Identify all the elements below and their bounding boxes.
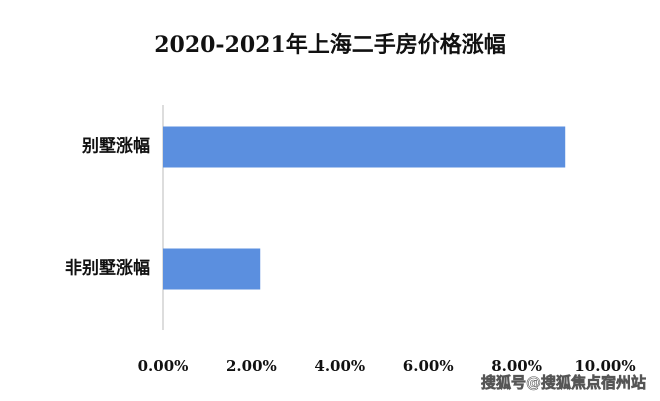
x-tick-label: 8.00% (491, 357, 542, 375)
x-tick-label: 0.00% (138, 357, 189, 375)
watermark: 搜狐号@搜狐焦点宿州站 (481, 374, 646, 392)
x-tick-label: 10.00% (574, 357, 635, 375)
chart-title: 2020-2021年上海二手房价格涨幅 (154, 32, 506, 58)
bar (163, 248, 261, 290)
x-tick-label: 6.00% (403, 357, 454, 375)
y-tick-label: 非别墅涨幅 (65, 258, 150, 279)
bar (163, 126, 566, 168)
x-tick-label: 4.00% (314, 357, 365, 375)
x-tick-label: 2.00% (226, 357, 277, 375)
y-tick-label: 别墅涨幅 (81, 136, 150, 157)
